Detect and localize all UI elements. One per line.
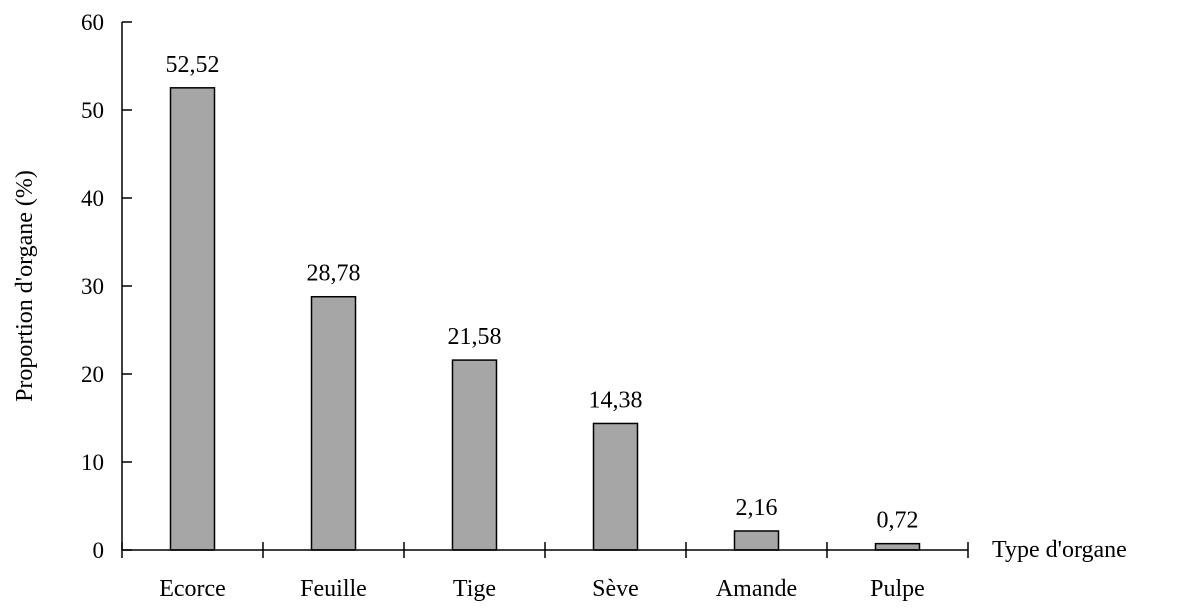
data-label: 0,72 xyxy=(877,508,919,534)
y-tick-label: 10 xyxy=(81,450,104,475)
x-tick-label: Pulpe xyxy=(870,576,925,602)
y-tick-label: 20 xyxy=(81,362,104,387)
x-ticks-group xyxy=(121,542,969,558)
bar xyxy=(733,530,780,551)
x-tick-label: Feuille xyxy=(300,576,367,602)
data-label: 14,38 xyxy=(589,387,643,413)
y-tick-label: 50 xyxy=(81,98,104,123)
x-tick-labels-group: Ecorce Feuille Tige Sève Amande Pulpe xyxy=(159,576,925,602)
y-axis-title: Proportion d'organe (%) xyxy=(12,170,38,402)
y-tick-label: 30 xyxy=(81,274,104,299)
y-ticks-group xyxy=(122,21,132,551)
bar xyxy=(451,359,498,551)
bars-group xyxy=(169,87,921,551)
data-label: 28,78 xyxy=(307,261,361,287)
x-tick-label: Tige xyxy=(453,576,496,602)
data-labels-group: 52,52 28,78 21,58 14,38 2,16 0,72 xyxy=(166,52,919,534)
data-label: 21,58 xyxy=(448,324,502,350)
bar xyxy=(310,295,357,551)
data-label: 2,16 xyxy=(736,495,778,521)
x-tick-label: Ecorce xyxy=(159,576,226,602)
y-tick-labels-group: 0 10 20 30 40 50 60 xyxy=(81,10,104,563)
bar xyxy=(592,422,639,551)
x-tick-label: Amande xyxy=(716,576,797,602)
bar xyxy=(874,542,921,551)
data-label: 52,52 xyxy=(166,52,220,78)
y-tick-label: 0 xyxy=(93,538,105,563)
y-tick-label: 40 xyxy=(81,186,104,211)
bar xyxy=(169,87,216,551)
x-tick-label: Sève xyxy=(592,576,639,602)
x-axis-title: Type d'organe xyxy=(992,537,1127,563)
y-tick-label: 60 xyxy=(81,10,104,35)
